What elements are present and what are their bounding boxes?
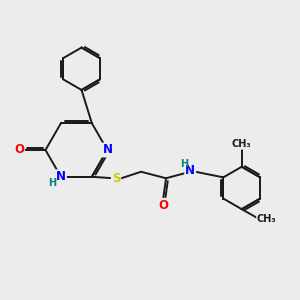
Text: O: O <box>158 199 168 212</box>
Text: H: H <box>180 158 188 169</box>
Text: O: O <box>14 143 24 157</box>
Text: N: N <box>56 170 66 183</box>
Text: H: H <box>49 178 57 188</box>
Text: S: S <box>112 172 120 185</box>
Text: N: N <box>103 143 113 157</box>
Text: CH₃: CH₃ <box>256 214 276 224</box>
Text: N: N <box>185 164 195 177</box>
Text: CH₃: CH₃ <box>232 139 251 149</box>
